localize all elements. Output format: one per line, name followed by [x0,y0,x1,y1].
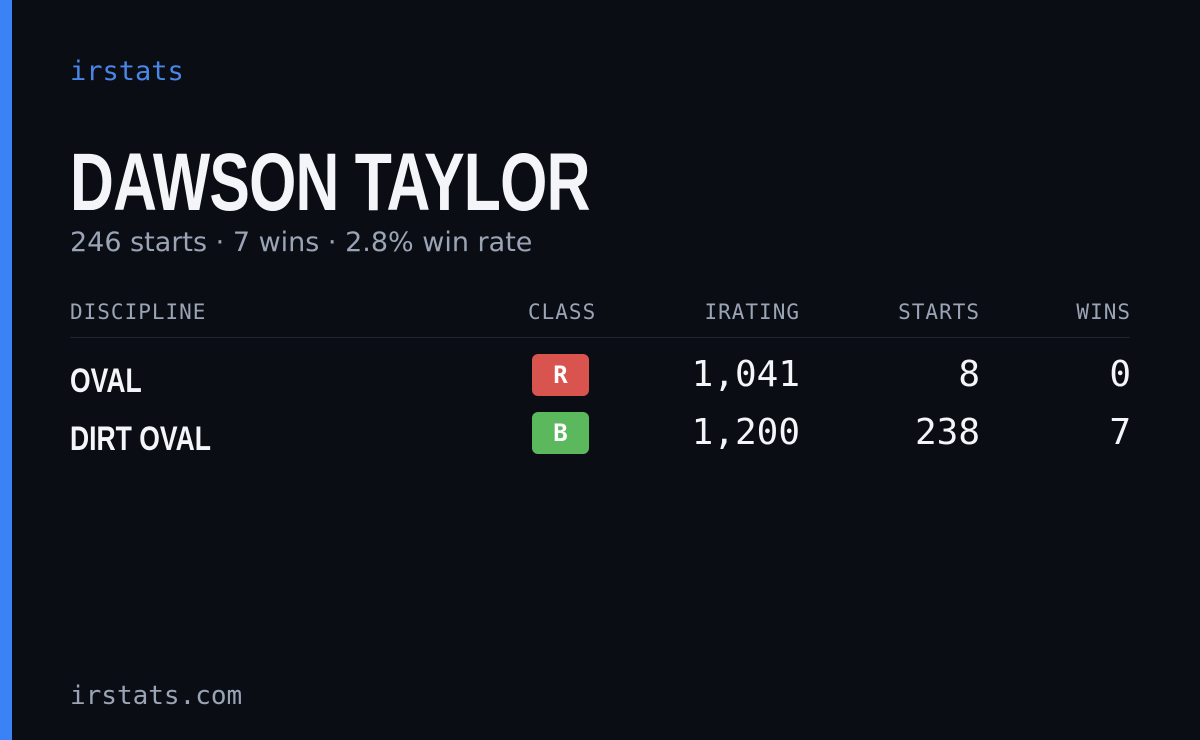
column-header: CLASS [528,300,597,324]
starts: 8 [958,354,980,395]
class-badge: B [532,412,589,454]
driver-name: DAWSON TAYLOR [70,137,590,228]
brand: irstats [70,56,184,87]
column-header: STARTS [898,300,980,324]
accent-bar [0,0,12,740]
header-rule [70,337,1130,338]
wins: 7 [1109,412,1131,453]
column-header: IRATING [704,300,800,324]
irating: 1,041 [691,354,800,395]
discipline: OVAL [70,362,142,400]
wins: 0 [1109,354,1131,395]
column-header: WINS [1076,300,1131,324]
irating: 1,200 [691,412,800,453]
discipline: DIRT OVAL [70,420,211,458]
footer: irstats.com [70,681,243,711]
column-header: DISCIPLINE [70,300,207,324]
class-badge: R [532,354,589,396]
starts: 238 [914,412,980,453]
driver-summary: 246 starts · 7 wins · 2.8% win rate [70,227,533,258]
